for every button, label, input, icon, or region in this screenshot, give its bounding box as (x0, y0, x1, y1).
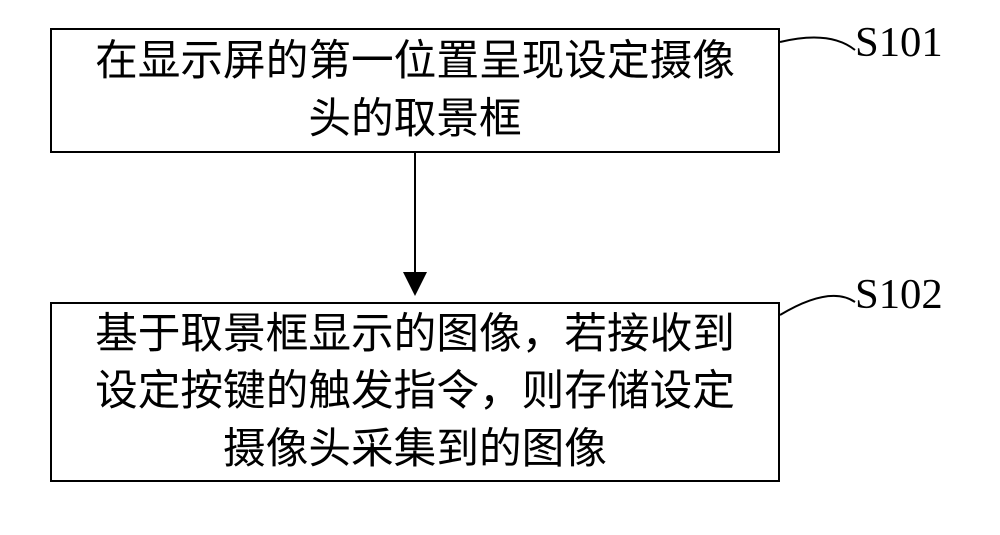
flow-arrow-s101-s102 (0, 0, 1000, 535)
flowchart-canvas: 在显示屏的第一位置呈现设定摄像 头的取景框 基于取景框显示的图像，若接收到 设定… (0, 0, 1000, 535)
